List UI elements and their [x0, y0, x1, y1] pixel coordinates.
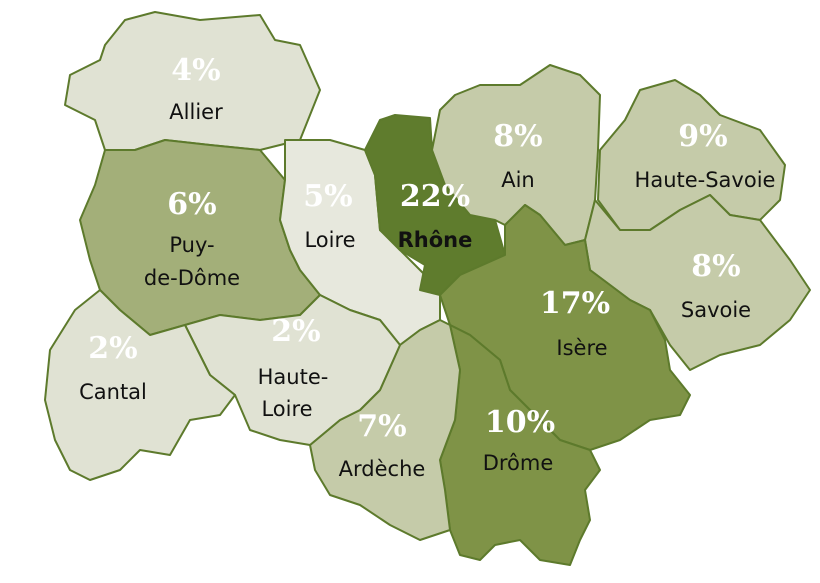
- region-name-line: Haute-: [258, 365, 329, 389]
- region-name-line: Loire: [261, 397, 312, 421]
- region-value: 17%: [540, 286, 610, 321]
- region-name: Ardèche: [339, 457, 426, 481]
- region: [184, 294, 401, 446]
- region-value: 22%: [400, 179, 470, 214]
- region-name: Rhône: [398, 228, 473, 252]
- region-value: 7%: [357, 409, 406, 444]
- region-name: Drôme: [483, 451, 554, 475]
- region-value: 10%: [485, 405, 555, 440]
- region-name-line: de-Dôme: [144, 266, 240, 290]
- region-name: Puy-de-Dôme: [144, 233, 240, 290]
- region-name-line: Puy-: [169, 233, 214, 257]
- region-value: 8%: [493, 119, 542, 154]
- region-value: 2%: [88, 331, 137, 366]
- region: [44, 289, 236, 481]
- region-name: Cantal: [79, 380, 147, 404]
- region-name: Ain: [501, 168, 535, 192]
- region-name: Savoie: [681, 298, 751, 322]
- region-value: 4%: [171, 53, 220, 88]
- region: [64, 11, 321, 151]
- region-value: 8%: [691, 249, 740, 284]
- region-value: 9%: [678, 119, 727, 154]
- region-value: 5%: [303, 179, 352, 214]
- region-value: 2%: [271, 314, 320, 349]
- region-name: Loire: [304, 228, 355, 252]
- region-name: Haute- Loire: [258, 365, 329, 421]
- region-name: Haute-Savoie: [635, 168, 776, 192]
- region-name: Allier: [169, 100, 223, 124]
- region-name: Isère: [556, 336, 607, 360]
- region-value: 6%: [167, 187, 216, 222]
